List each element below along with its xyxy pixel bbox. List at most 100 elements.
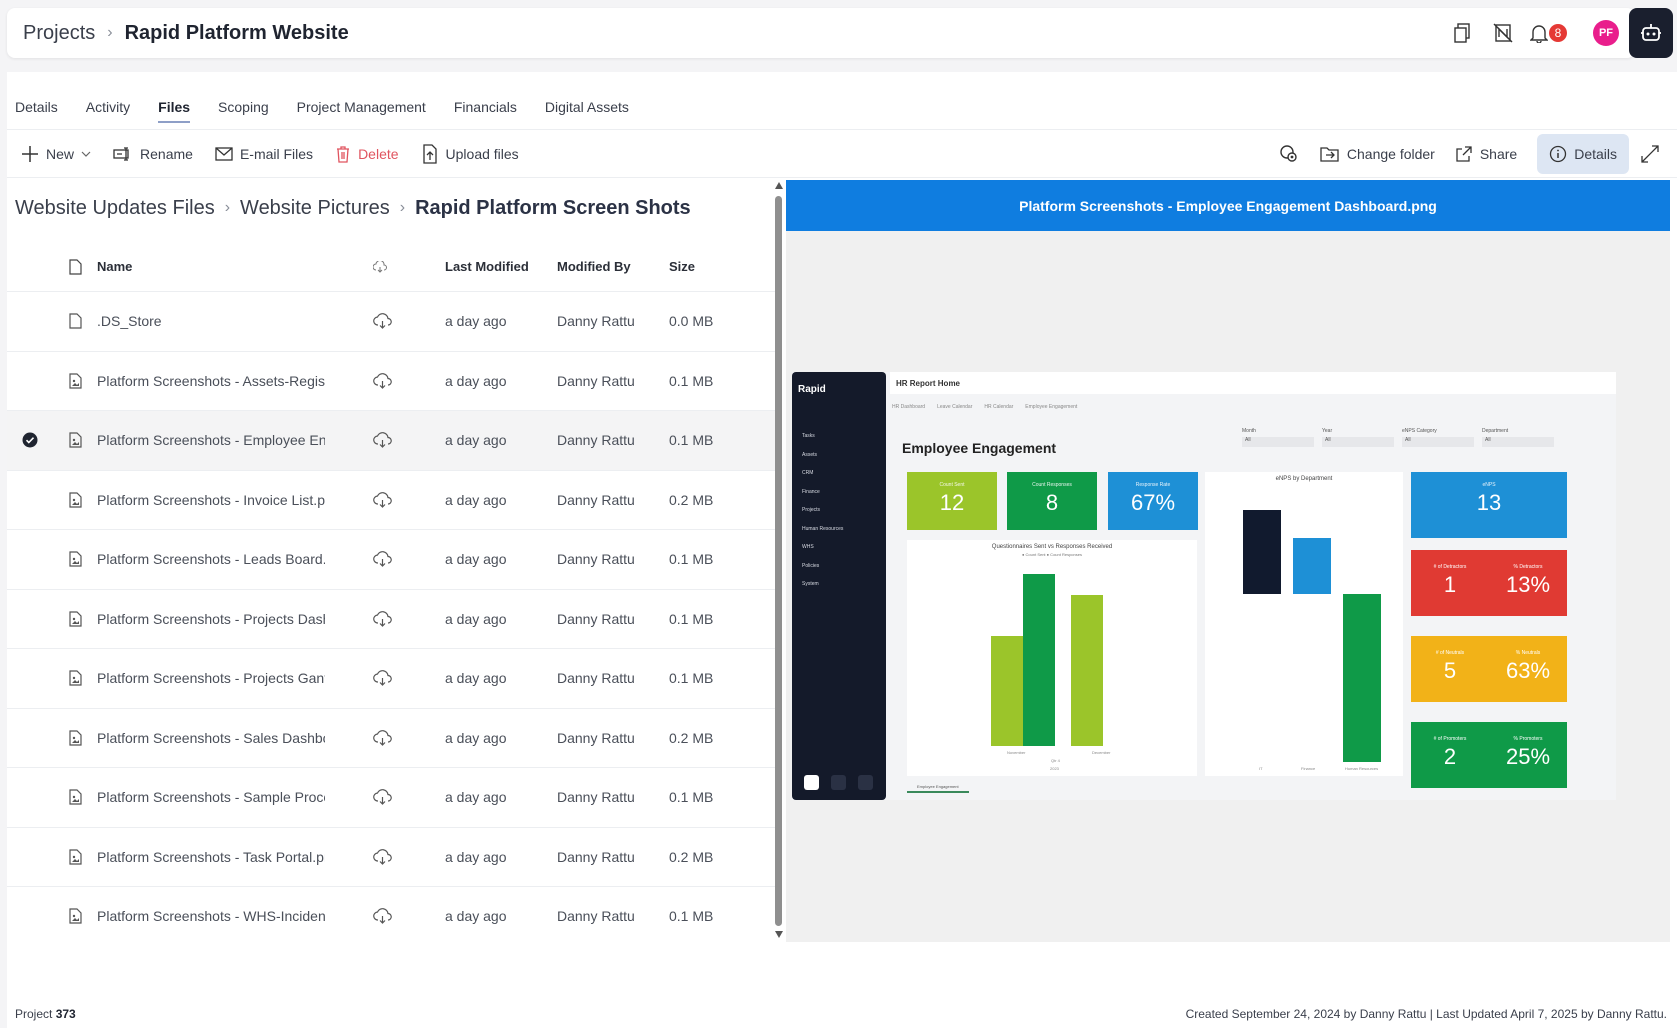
download-cloud-icon[interactable] [373, 551, 392, 568]
bar-nov-responses [1023, 574, 1055, 746]
download-cloud-icon[interactable] [373, 670, 392, 687]
chart2-x-label: Finance [1301, 766, 1316, 771]
chart2-x-label: Human Resources [1345, 766, 1379, 771]
rename-button[interactable]: Rename [113, 146, 193, 162]
tab-project-management[interactable]: Project Management [296, 99, 426, 115]
download-cloud-icon[interactable] [373, 908, 392, 925]
table-row[interactable]: .DS_Store a day ago Danny Rattu 0.0 MB [7, 292, 775, 352]
download-cloud-icon[interactable] [373, 848, 392, 865]
preview-sidebar-item: Tasks [802, 433, 815, 440]
column-last-modified[interactable]: Last Modified [445, 259, 529, 274]
image-file-icon [68, 551, 82, 567]
kpi-value: 12 [939, 490, 965, 515]
file-name[interactable]: Platform Screenshots - WHS-Incidents [97, 908, 325, 925]
download-cloud-icon[interactable] [373, 491, 392, 508]
kpi-value: 63% [1505, 658, 1551, 683]
column-name[interactable]: Name [97, 259, 133, 274]
tab-financials[interactable]: Financials [453, 99, 517, 115]
tab-files[interactable]: Files [158, 99, 190, 129]
file-name[interactable]: Platform Screenshots - Invoice List.png [97, 491, 325, 508]
column-size[interactable]: Size [669, 259, 696, 274]
table-row[interactable]: Platform Screenshots - Employee Eng a day… [7, 411, 775, 471]
details-button[interactable]: Details [1537, 134, 1629, 174]
sync-settings-button[interactable] [1278, 143, 1300, 165]
preview-filter-label: eNPS Category [1402, 428, 1437, 434]
details-label: Details [1574, 146, 1617, 162]
preview-subtabs: HR Dashboard Leave Calendar HR Calendar Emp… [892, 404, 1077, 410]
project-number: Project 373 [15, 1007, 76, 1021]
table-row[interactable]: Platform Screenshots - Sales Dashboc a da… [7, 709, 775, 768]
chart2-x-label: IT [1259, 766, 1263, 771]
table-row[interactable]: Platform Screenshots - Invoice List.png a… [7, 471, 775, 530]
row-select[interactable] [7, 432, 53, 448]
file-list-scrollbar[interactable] [773, 180, 785, 940]
folder-crumb-mid[interactable]: Website Pictures [240, 196, 390, 219]
file-name[interactable]: Platform Screenshots - Projects Dasht [97, 610, 325, 627]
table-row[interactable]: Platform Screenshots - Task Portal.png a … [7, 828, 775, 887]
preview-subtab: HR Dashboard [892, 404, 926, 410]
scroll-down-arrow[interactable] [775, 931, 783, 938]
new-button[interactable]: New [21, 145, 91, 163]
scroll-up-arrow[interactable] [775, 182, 783, 189]
file-name[interactable]: Platform Screenshots - Projects Gantt [97, 670, 325, 687]
file-list-panel: Website Updates Files › Website Pictures… [7, 180, 775, 942]
file-modified-by: Danny Rattu [557, 729, 635, 746]
kpi-label: # of Detractors [1433, 564, 1467, 570]
file-size: 0.1 MB [669, 372, 714, 389]
tab-activity[interactable]: Activity [85, 99, 131, 115]
download-cloud-icon[interactable] [373, 789, 392, 806]
table-row[interactable]: Platform Screenshots - Leads Board.p a da… [7, 530, 775, 590]
preview-sidebar-item: Human Resources [802, 525, 844, 532]
delete-button[interactable]: Delete [335, 145, 399, 163]
change-folder-button[interactable]: Change folder [1320, 146, 1435, 162]
file-name[interactable]: Platform Screenshots - Sample Proces [97, 789, 325, 806]
file-name[interactable]: Platform Screenshots - Employee Eng [97, 432, 325, 449]
tab-digital-assets[interactable]: Digital Assets [544, 99, 629, 115]
chevron-down-icon [81, 151, 91, 157]
documents-icon[interactable] [1450, 20, 1476, 46]
chart1-legend: ● Count Sent ● Count Responses [1022, 552, 1082, 557]
table-row[interactable]: Platform Screenshots - Assets-Registe a d… [7, 352, 775, 411]
chart1-title: Questionnaires Sent vs Responses Receive… [991, 544, 1113, 550]
table-row[interactable]: Platform Screenshots - Sample Proces a da… [7, 768, 775, 828]
preview-header: HR Report Home [890, 372, 1616, 394]
file-name[interactable]: Platform Screenshots - Leads Board.p [97, 551, 325, 568]
kpi-label: # of Neutrals [1435, 650, 1465, 656]
expand-button[interactable] [1641, 145, 1659, 163]
table-row[interactable]: Platform Screenshots - Projects Dasht a d… [7, 590, 775, 649]
download-cloud-icon[interactable] [373, 372, 392, 389]
image-file-icon [68, 670, 82, 686]
assistant-bot-button[interactable] [1629, 8, 1673, 58]
email-files-button[interactable]: E-mail Files [215, 146, 313, 162]
download-cloud-icon[interactable] [373, 729, 392, 746]
toolbar-right: Change folder Share Details [1278, 134, 1667, 174]
breadcrumb-projects[interactable]: Projects [23, 21, 96, 44]
file-name[interactable]: Platform Screenshots - Sales Dashboc [97, 729, 325, 746]
kpi-value: 1 [1443, 572, 1457, 597]
preview-page-title: Employee Engagement [902, 440, 1057, 456]
file-modified: a day ago [445, 670, 507, 687]
file-modified: a day ago [445, 729, 507, 746]
tab-scoping[interactable]: Scoping [218, 99, 269, 115]
download-cloud-icon[interactable] [373, 432, 392, 449]
preview-title: Platform Screenshots - Employee Engageme… [786, 180, 1670, 231]
download-cloud-icon[interactable] [373, 313, 392, 330]
avatar[interactable]: PF [1593, 20, 1619, 46]
file-size: 0.1 MB [669, 610, 714, 627]
table-row[interactable]: Platform Screenshots - WHS-Incidents a da… [7, 887, 775, 942]
share-button[interactable]: Share [1455, 145, 1517, 163]
tab-details[interactable]: Details [15, 99, 58, 115]
upload-files-button[interactable]: Upload files [421, 143, 519, 164]
notes-off-icon[interactable] [1490, 20, 1516, 46]
scroll-thumb[interactable] [775, 196, 782, 926]
notifications-button[interactable]: 8 [1530, 23, 1567, 43]
folder-crumb-root[interactable]: Website Updates Files [15, 196, 215, 219]
file-name[interactable]: Platform Screenshots - Task Portal.png [97, 848, 325, 865]
preview-brand: Rapid [798, 384, 826, 395]
table-row[interactable]: Platform Screenshots - Projects Gantt a d… [7, 649, 775, 709]
download-cloud-icon[interactable] [373, 610, 392, 627]
file-modified-by: Danny Rattu [557, 372, 635, 389]
file-name[interactable]: Platform Screenshots - Assets-Registe [97, 372, 325, 389]
column-modified-by[interactable]: Modified By [557, 259, 631, 274]
file-name[interactable]: .DS_Store [97, 313, 162, 330]
